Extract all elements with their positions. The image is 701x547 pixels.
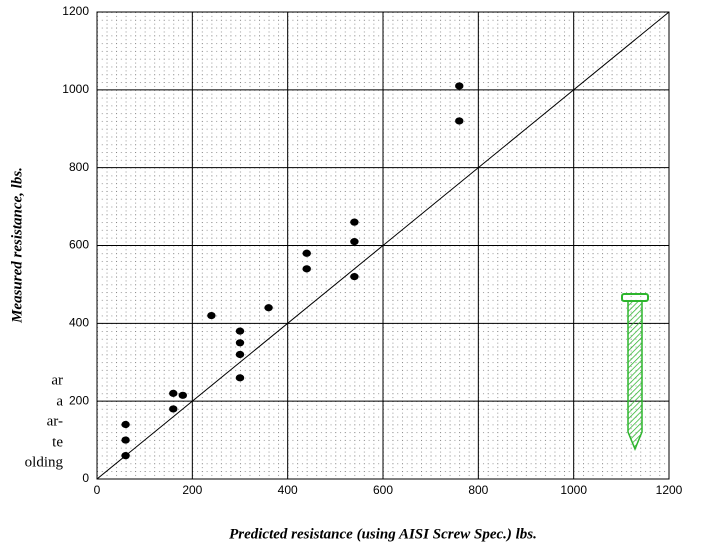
side-text: a: [56, 393, 63, 409]
side-text: ar-: [47, 413, 63, 429]
point: [121, 452, 130, 460]
point: [350, 218, 359, 226]
side-text: olding: [25, 454, 64, 470]
y-tick-label: 1000: [62, 82, 89, 96]
marks: [96, 11, 670, 480]
y-tick-label: 200: [69, 393, 89, 407]
point: [235, 339, 245, 347]
point: [207, 311, 216, 320]
y-tick-label: 1200: [62, 4, 89, 18]
point: [455, 117, 464, 125]
side-text: te: [52, 434, 63, 450]
point: [302, 249, 311, 257]
x-tick-label: 400: [278, 483, 298, 497]
point: [235, 374, 245, 382]
x-tick-label: 1000: [560, 483, 587, 497]
x-tick-label: 600: [373, 483, 393, 497]
point: [264, 304, 273, 312]
x-tick-label: 1200: [656, 483, 683, 497]
point: [121, 436, 130, 444]
point: [121, 420, 130, 429]
point: [455, 82, 464, 90]
screw-icon: [621, 293, 649, 451]
point: [302, 265, 311, 273]
plot-frame: [96, 11, 670, 480]
point: [178, 391, 187, 399]
point: [350, 238, 359, 246]
y-tick-label: 400: [69, 316, 89, 330]
point: [235, 350, 245, 359]
y-tick-label: 600: [69, 238, 89, 252]
x-tick-label: 800: [468, 483, 488, 497]
reference-line: [96, 11, 670, 480]
y-axis-title: Measured resistance, lbs.: [9, 167, 25, 324]
point: [235, 327, 245, 335]
point: [169, 389, 178, 397]
y-tick-label: 0: [82, 471, 89, 485]
point: [350, 273, 359, 281]
x-tick-label: 200: [182, 483, 202, 497]
side-text: ar: [51, 372, 63, 388]
point: [169, 405, 178, 413]
y-tick-label: 800: [69, 160, 89, 174]
x-axis-title: Predicted resistance (using AISI Screw S…: [229, 526, 537, 542]
x-tick-label: 0: [94, 483, 101, 497]
